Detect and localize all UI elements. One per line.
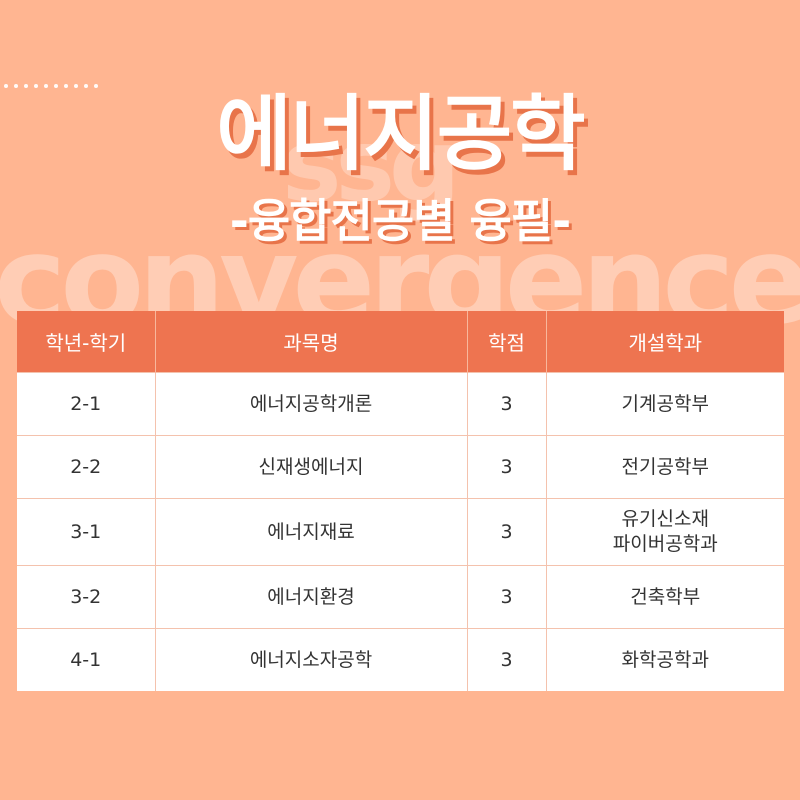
cell-course: 에너지재료 (155, 498, 468, 566)
dot (54, 84, 58, 88)
dot (84, 84, 88, 88)
cell-term: 4-1 (17, 628, 156, 691)
course-table: 학년-학기 과목명 학점 개설학과 2-1 에너지공학개론 3 기계공학부 2-… (17, 311, 784, 691)
dot (4, 84, 8, 88)
cell-department: 전기공학부 (546, 435, 784, 499)
table-header-row: 학년-학기 과목명 학점 개설학과 (17, 311, 784, 373)
table-row: 3-1 에너지재료 3 유기신소재 파이버공학과 (17, 498, 784, 566)
column-header-credits: 학점 (467, 311, 547, 373)
cell-term: 2-2 (17, 435, 156, 499)
table-row: 2-1 에너지공학개론 3 기계공학부 (17, 372, 784, 436)
column-header-course: 과목명 (155, 311, 468, 373)
cell-term: 3-1 (17, 498, 156, 566)
cell-course: 에너지공학개론 (155, 372, 468, 436)
dot (44, 84, 48, 88)
dot (94, 84, 98, 88)
cell-course: 신재생에너지 (155, 435, 468, 499)
cell-credits: 3 (467, 372, 547, 436)
column-header-department: 개설학과 (546, 311, 784, 373)
background-word-small: ssg (282, 107, 461, 224)
cell-department: 유기신소재 파이버공학과 (546, 498, 784, 566)
table-row: 3-2 에너지환경 3 건축학부 (17, 565, 784, 629)
cell-credits: 3 (467, 565, 547, 629)
cell-credits: 3 (467, 435, 547, 499)
cell-course: 에너지소자공학 (155, 628, 468, 691)
dot (64, 84, 68, 88)
cell-term: 3-2 (17, 565, 156, 629)
table-row: 2-2 신재생에너지 3 전기공학부 (17, 435, 784, 499)
cell-department: 기계공학부 (546, 372, 784, 436)
column-header-term: 학년-학기 (17, 311, 156, 373)
decorative-dots (4, 84, 98, 88)
cell-credits: 3 (467, 498, 547, 566)
cell-credits: 3 (467, 628, 547, 691)
cell-department: 건축학부 (546, 565, 784, 629)
cell-course: 에너지환경 (155, 565, 468, 629)
dot (74, 84, 78, 88)
page-title: 에너지공학 (216, 87, 585, 182)
cell-term: 2-1 (17, 372, 156, 436)
dot (34, 84, 38, 88)
table-row: 4-1 에너지소자공학 3 화학공학과 (17, 628, 784, 691)
page-subtitle: -융합전공별 융필- (229, 194, 571, 248)
dot (14, 84, 18, 88)
dot (24, 84, 28, 88)
cell-department: 화학공학과 (546, 628, 784, 691)
